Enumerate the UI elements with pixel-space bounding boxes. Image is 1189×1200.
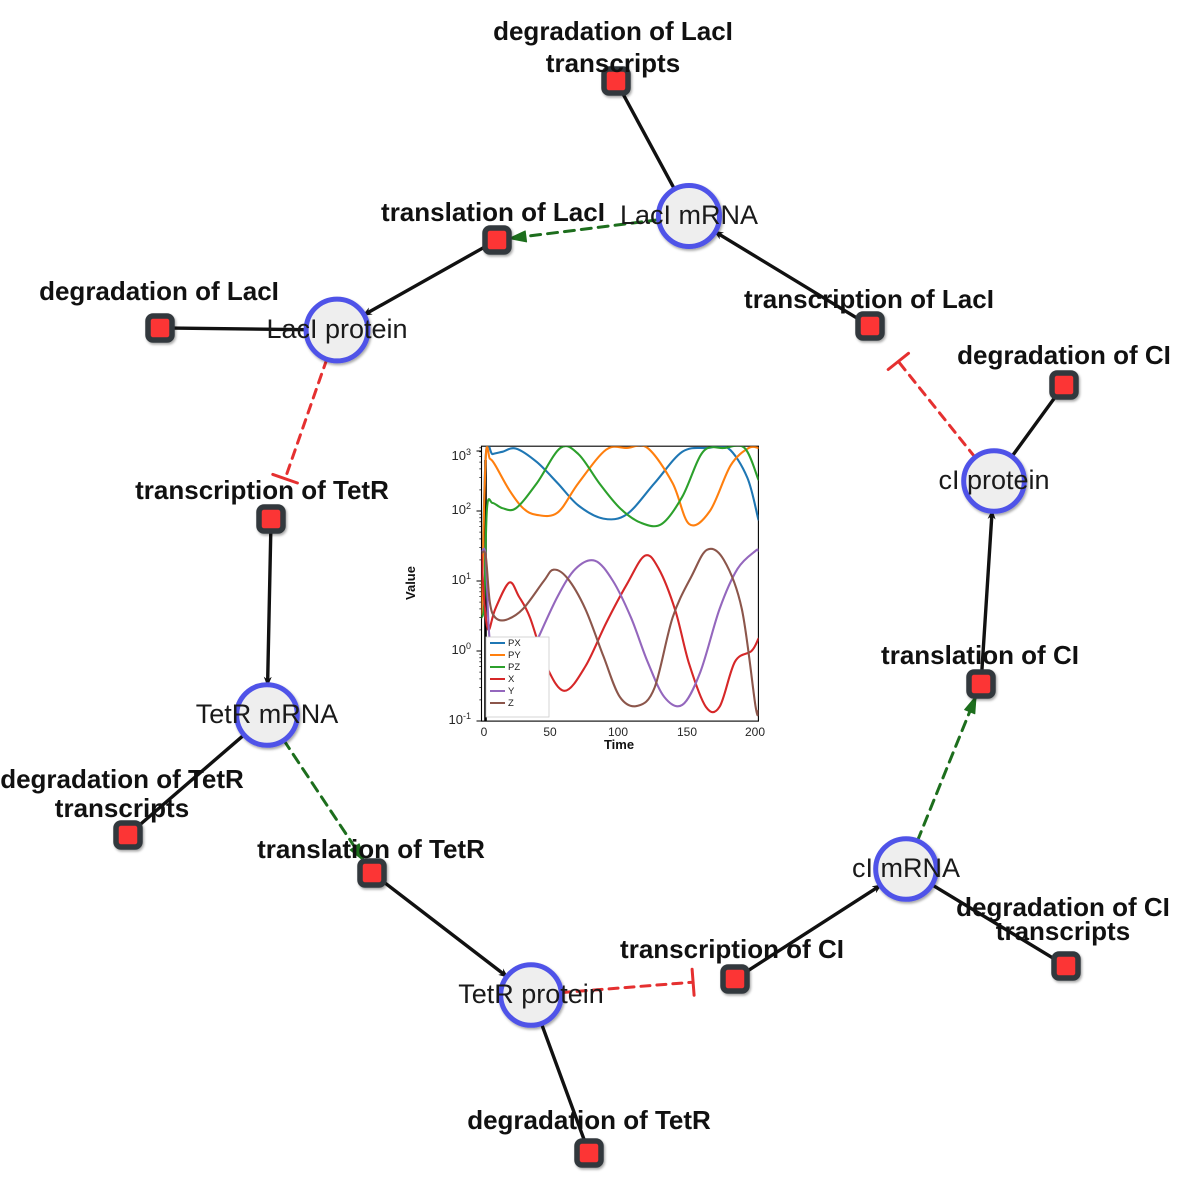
svg-text:50: 50 xyxy=(543,725,557,739)
svg-text:Y: Y xyxy=(508,686,515,697)
svg-text:Value: Value xyxy=(403,566,418,600)
svg-text:transcripts: transcripts xyxy=(546,48,680,78)
svg-text:LacI protein: LacI protein xyxy=(266,314,407,344)
svg-text:transcription of TetR: transcription of TetR xyxy=(135,475,389,505)
svg-text:PY: PY xyxy=(508,650,521,661)
svg-text:101: 101 xyxy=(452,571,471,587)
svg-text:200: 200 xyxy=(745,725,765,739)
svg-text:transcripts: transcripts xyxy=(996,916,1130,946)
svg-text:degradation of LacI: degradation of LacI xyxy=(39,276,279,306)
svg-text:transcription of LacI: transcription of LacI xyxy=(744,284,994,314)
svg-text:LacI mRNA: LacI mRNA xyxy=(620,200,758,230)
svg-text:100: 100 xyxy=(452,641,471,657)
svg-text:degradation of TetR: degradation of TetR xyxy=(0,764,244,794)
svg-text:TetR mRNA: TetR mRNA xyxy=(196,699,339,729)
svg-text:102: 102 xyxy=(452,501,471,517)
svg-text:103: 103 xyxy=(452,447,471,463)
svg-text:PZ: PZ xyxy=(508,662,520,673)
svg-text:transcription of CI: transcription of CI xyxy=(620,934,844,964)
svg-text:TetR protein: TetR protein xyxy=(458,979,604,1009)
svg-text:translation of LacI: translation of LacI xyxy=(381,197,605,227)
svg-text:cI protein: cI protein xyxy=(938,465,1049,495)
svg-text:degradation of TetR: degradation of TetR xyxy=(467,1105,711,1135)
svg-text:degradation of LacI: degradation of LacI xyxy=(493,16,733,46)
svg-text:0: 0 xyxy=(481,725,488,739)
svg-text:PX: PX xyxy=(508,638,521,649)
svg-text:translation of TetR: translation of TetR xyxy=(257,834,485,864)
svg-text:10-1: 10-1 xyxy=(449,711,471,727)
svg-text:degradation of CI: degradation of CI xyxy=(957,340,1171,370)
svg-text:transcripts: transcripts xyxy=(55,793,189,823)
svg-text:cI mRNA: cI mRNA xyxy=(852,853,960,883)
svg-text:translation of CI: translation of CI xyxy=(881,640,1079,670)
svg-text:Z: Z xyxy=(508,698,514,709)
svg-text:150: 150 xyxy=(677,725,697,739)
svg-text:X: X xyxy=(508,674,515,685)
svg-text:Time: Time xyxy=(604,737,634,752)
